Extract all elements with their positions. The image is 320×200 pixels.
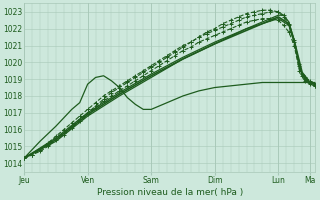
X-axis label: Pression niveau de la mer( hPa ): Pression niveau de la mer( hPa ) bbox=[97, 188, 243, 197]
